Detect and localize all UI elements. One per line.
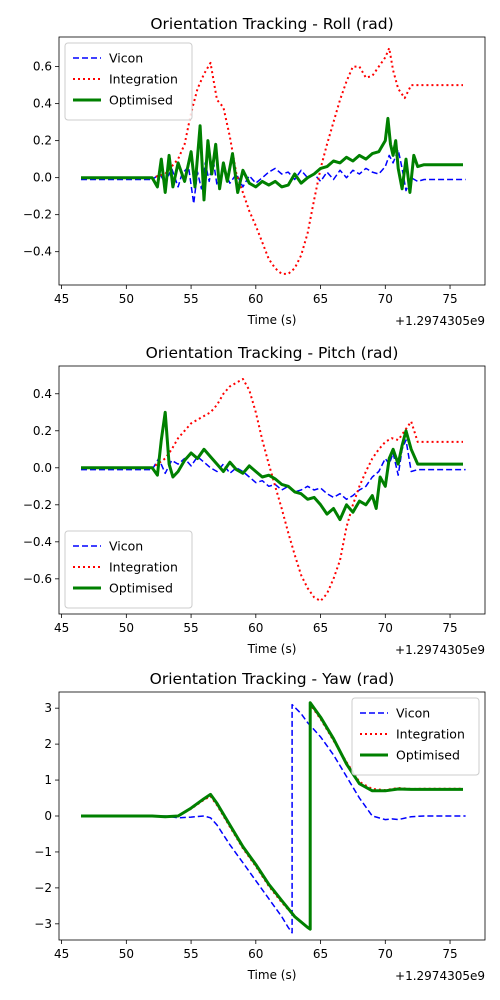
y-tick-label: 1 <box>44 773 52 787</box>
x-tick-label: 55 <box>183 621 198 635</box>
x-tick-label: 45 <box>54 947 69 961</box>
y-tick-label: 0.0 <box>33 171 52 185</box>
y-tick-label: 0.4 <box>33 387 52 401</box>
x-tick-label: 65 <box>313 947 328 961</box>
x-tick-label: 65 <box>313 292 328 306</box>
x-tick-label: 45 <box>54 292 69 306</box>
y-tick-label: −2 <box>34 881 52 895</box>
x-tick-label: 50 <box>119 947 134 961</box>
series-line-optimised-pitch <box>81 410 463 522</box>
x-tick-label: 50 <box>119 292 134 306</box>
x-tick-label: 75 <box>442 947 457 961</box>
legend-label-integration: Integration <box>396 727 465 742</box>
chart-title-yaw: Orientation Tracking - Yaw (rad) <box>150 670 395 688</box>
y-tick-label: −0.6 <box>23 572 52 586</box>
legend-pitch: Vicon Integration Optimised <box>64 530 193 609</box>
series-group-pitch <box>81 378 466 602</box>
legend-label-optimised: Optimised <box>109 93 173 108</box>
series-line-optimised-yaw <box>81 701 463 931</box>
legend-label-optimised: Optimised <box>396 748 460 763</box>
legend-label-vicon: Vicon <box>109 539 143 554</box>
x-axis-label-roll: Time (s) <box>247 313 297 327</box>
x-tick-label: 65 <box>313 621 328 635</box>
legend-label-integration: Integration <box>109 72 178 87</box>
x-tick-label: 60 <box>248 292 263 306</box>
legend-label-vicon: Vicon <box>396 706 430 721</box>
y-tick-label: −0.4 <box>23 535 52 549</box>
legend-roll: Vicon Integration Optimised <box>64 42 193 121</box>
y-tick-label: 0.4 <box>33 97 52 111</box>
chart-title-pitch: Orientation Tracking - Pitch (rad) <box>146 344 399 362</box>
y-tick-label: 0.0 <box>33 461 52 475</box>
series-line-integration-roll <box>81 47 463 275</box>
x-offset-label-roll: +1.2974305e9 <box>395 314 485 328</box>
legend-label-vicon: Vicon <box>109 51 143 66</box>
y-tick-label: −0.2 <box>23 498 52 512</box>
y-tick-label: −1 <box>34 845 52 859</box>
y-tick-label: 0.6 <box>33 60 52 74</box>
series-group-roll <box>81 47 466 275</box>
y-tick-label: −3 <box>34 917 52 931</box>
x-tick-label: 45 <box>54 621 69 635</box>
x-tick-label: 60 <box>248 621 263 635</box>
x-offset-label-pitch: +1.2974305e9 <box>395 643 485 657</box>
series-line-vicon-pitch <box>81 439 466 501</box>
x-tick-label: 60 <box>248 947 263 961</box>
y-tick-label: −0.2 <box>23 208 52 222</box>
axes-frame-yaw <box>58 691 486 941</box>
y-tick-label: 0 <box>44 809 52 823</box>
legend-label-optimised: Optimised <box>109 581 173 596</box>
x-offset-label-yaw: +1.2974305e9 <box>395 969 485 983</box>
x-tick-label: 70 <box>378 947 393 961</box>
x-tick-label: 50 <box>119 621 134 635</box>
x-tick-label: 75 <box>442 292 457 306</box>
x-tick-label: 75 <box>442 621 457 635</box>
panel-pitch: Orientation Tracking - Pitch (rad) 45 50 55… <box>23 344 486 657</box>
panel-yaw: Orientation Tracking - Yaw (rad) 45 50 55 60… <box>34 670 486 983</box>
y-tick-label: −0.4 <box>23 245 52 259</box>
x-axis-label-yaw: Time (s) <box>247 968 297 982</box>
series-group-yaw <box>81 701 466 934</box>
series-line-integration-pitch <box>81 378 463 602</box>
x-axis-label-pitch: Time (s) <box>247 642 297 656</box>
x-tick-label: 70 <box>378 621 393 635</box>
axes-frame-pitch <box>58 365 486 615</box>
y-tick-label: 3 <box>44 701 52 715</box>
x-tick-label: 55 <box>183 947 198 961</box>
series-line-optimised-roll <box>81 116 463 202</box>
y-tick-label: 0.2 <box>33 134 52 148</box>
chart-title-roll: Orientation Tracking - Roll (rad) <box>150 15 393 33</box>
legend-yaw: Vicon Integration Optimised <box>351 697 480 776</box>
axes-frame-roll <box>58 36 486 286</box>
x-tick-label: 55 <box>183 292 198 306</box>
y-tick-label: 2 <box>44 737 52 751</box>
series-line-vicon-yaw <box>81 703 466 934</box>
y-tick-label: 0.2 <box>33 424 52 438</box>
x-tick-label: 70 <box>378 292 393 306</box>
legend-label-integration: Integration <box>109 560 178 575</box>
panel-roll: Orientation Tracking - Roll (rad) 45 50 55 6… <box>23 15 486 328</box>
